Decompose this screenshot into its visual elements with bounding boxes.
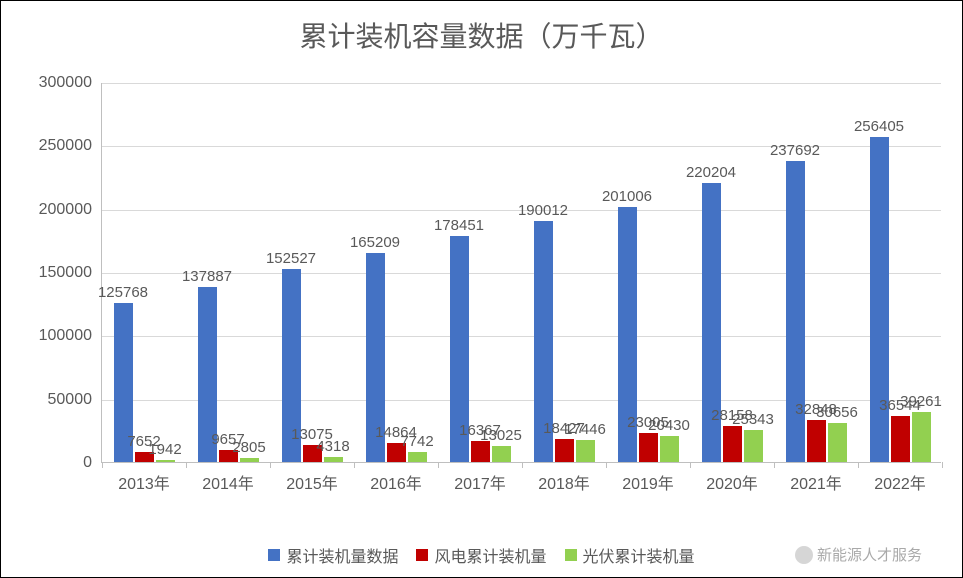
bar-data-label: 190012 — [518, 202, 568, 221]
bar-data-label: 2805 — [232, 439, 265, 458]
bar-data-label: 152527 — [266, 250, 316, 269]
y-tick-label: 300000 — [39, 74, 102, 92]
legend-label: 累计装机量数据 — [286, 543, 398, 567]
bar-data-label: 39261 — [900, 393, 942, 412]
bar-data-label: 256405 — [854, 118, 904, 137]
y-tick-label: 0 — [83, 454, 102, 472]
legend-item: 光伏累计装机量 — [565, 543, 695, 567]
bar: 20430 — [660, 436, 679, 462]
bar-data-label: 13025 — [480, 427, 522, 446]
x-tick-mark — [354, 462, 355, 468]
x-tick-mark — [606, 462, 607, 468]
bar: 2805 — [240, 458, 259, 462]
gridline — [102, 83, 941, 84]
x-tick-mark — [942, 462, 943, 468]
bar: 17446 — [576, 440, 595, 462]
bar-data-label: 178451 — [434, 217, 484, 236]
x-tick-label: 2014年 — [202, 462, 254, 494]
bar-data-label: 237692 — [770, 142, 820, 161]
bar-data-label: 20430 — [648, 417, 690, 436]
x-tick-label: 2015年 — [286, 462, 338, 494]
x-tick-mark — [438, 462, 439, 468]
bar-data-label: 25343 — [732, 411, 774, 430]
bar-group: 2564053654439261 — [870, 137, 931, 462]
x-tick-mark — [102, 462, 103, 468]
legend-item: 风电累计装机量 — [416, 543, 546, 567]
bar-group: 2376923284830656 — [786, 161, 847, 462]
bar: 13025 — [492, 446, 511, 462]
bar-group: 13788796572805 — [198, 287, 259, 462]
bar: 28158 — [723, 426, 742, 462]
bar-group: 1784511636713025 — [450, 236, 511, 462]
bar: 32848 — [807, 420, 826, 462]
x-tick-mark — [690, 462, 691, 468]
bar-data-label: 1942 — [148, 441, 181, 460]
x-tick-label: 2018年 — [538, 462, 590, 494]
legend-item: 累计装机量数据 — [268, 543, 398, 567]
y-tick-label: 250000 — [39, 137, 102, 155]
chart-container: 累计装机容量数据（万千瓦） 05000010000015000020000025… — [0, 0, 963, 578]
bar: 18427 — [555, 439, 574, 462]
bar-data-label: 165209 — [350, 234, 400, 253]
x-tick-label: 2017年 — [454, 462, 506, 494]
x-tick-mark — [270, 462, 271, 468]
chart-title: 累计装机容量数据（万千瓦） — [1, 1, 962, 61]
watermark-text: 新能源人才服务 — [817, 544, 922, 565]
x-tick-label: 2019年 — [622, 462, 674, 494]
bar-group: 1900121842717446 — [534, 221, 595, 462]
legend-swatch — [416, 549, 428, 561]
x-tick-mark — [774, 462, 775, 468]
bar-group: 2010062300520430 — [618, 207, 679, 462]
x-tick-label: 2013年 — [118, 462, 170, 494]
bar-data-label: 125768 — [98, 284, 148, 303]
legend-label: 光伏累计装机量 — [583, 543, 695, 567]
x-tick-label: 2022年 — [874, 462, 926, 494]
y-tick-label: 150000 — [39, 264, 102, 282]
x-tick-mark — [186, 462, 187, 468]
y-tick-label: 50000 — [48, 391, 103, 409]
bar-group: 2202042815825343 — [702, 183, 763, 462]
bar: 36544 — [891, 416, 910, 462]
y-tick-label: 100000 — [39, 327, 102, 345]
plot-area: 0500001000001500002000002500003000002013… — [101, 83, 941, 463]
bar-group: 165209148647742 — [366, 253, 427, 462]
bar: 1942 — [156, 460, 175, 462]
watermark: 新能源人才服务 — [795, 544, 922, 565]
bar-data-label: 17446 — [564, 421, 606, 440]
bar-data-label: 4318 — [316, 438, 349, 457]
bar: 7742 — [408, 452, 427, 462]
x-tick-label: 2020年 — [706, 462, 758, 494]
bar: 39261 — [912, 412, 931, 462]
x-tick-mark — [522, 462, 523, 468]
bar: 4318 — [324, 457, 343, 462]
bar-data-label: 220204 — [686, 164, 736, 183]
x-tick-label: 2016年 — [370, 462, 422, 494]
bar: 25343 — [744, 430, 763, 462]
bar-data-label: 30656 — [816, 404, 858, 423]
bar-data-label: 201006 — [602, 188, 652, 207]
legend-swatch — [268, 549, 280, 561]
watermark-icon — [795, 546, 813, 564]
legend-swatch — [565, 549, 577, 561]
bar: 30656 — [828, 423, 847, 462]
bar-data-label: 7742 — [400, 433, 433, 452]
bar: 23005 — [639, 433, 658, 462]
bar-group: 12576876521942 — [114, 303, 175, 462]
bar-data-label: 137887 — [182, 268, 232, 287]
y-tick-label: 200000 — [39, 201, 102, 219]
x-tick-label: 2021年 — [790, 462, 842, 494]
x-tick-mark — [858, 462, 859, 468]
bar-group: 152527130754318 — [282, 269, 343, 462]
legend-label: 风电累计装机量 — [434, 543, 546, 567]
